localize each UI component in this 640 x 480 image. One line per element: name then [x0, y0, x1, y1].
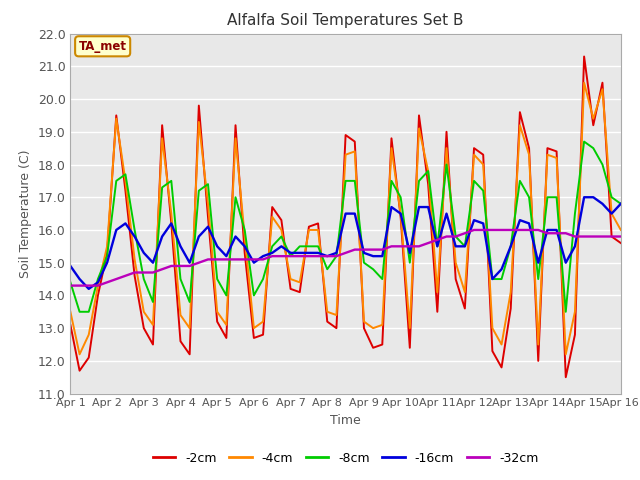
Legend: -2cm, -4cm, -8cm, -16cm, -32cm: -2cm, -4cm, -8cm, -16cm, -32cm	[148, 447, 543, 469]
X-axis label: Time: Time	[330, 414, 361, 427]
Text: TA_met: TA_met	[79, 40, 127, 53]
Y-axis label: Soil Temperature (C): Soil Temperature (C)	[19, 149, 32, 278]
Title: Alfalfa Soil Temperatures Set B: Alfalfa Soil Temperatures Set B	[227, 13, 464, 28]
